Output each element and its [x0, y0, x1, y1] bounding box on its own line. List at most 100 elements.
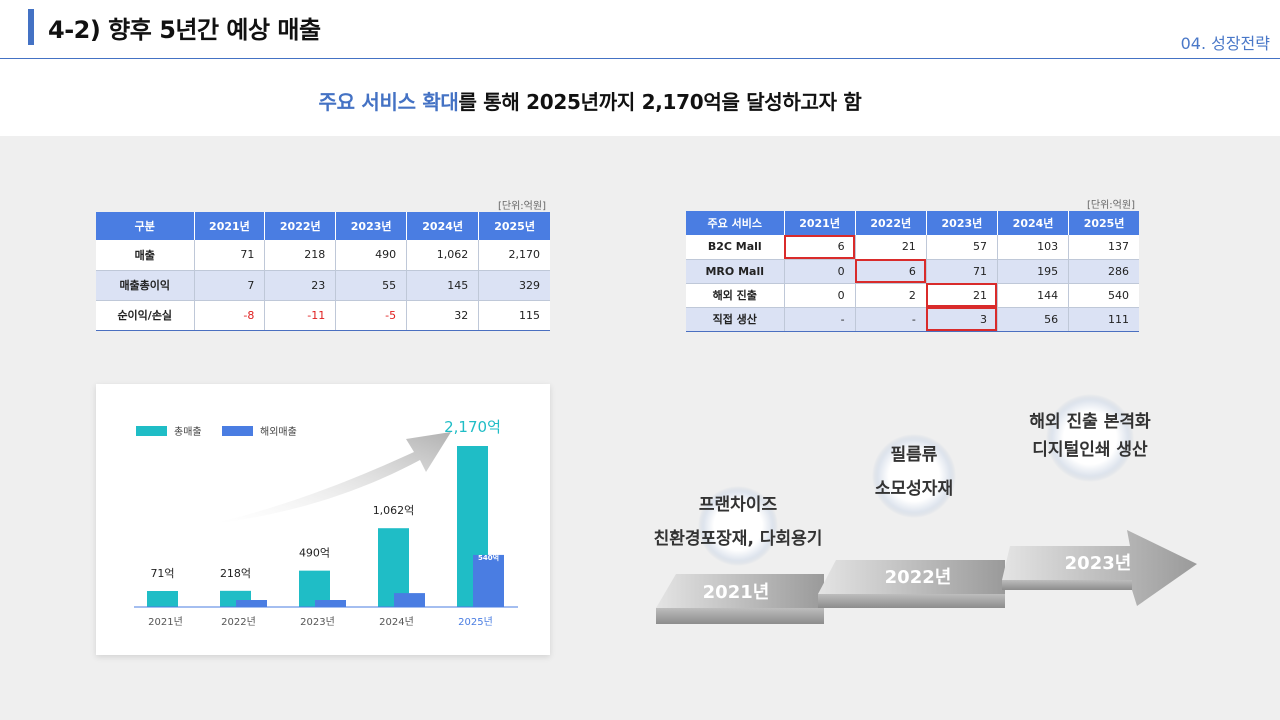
- table-cell: 2: [855, 283, 927, 308]
- overseas-revenue-bar: [236, 600, 267, 607]
- table-cell: 0: [784, 283, 856, 308]
- step-2023-base: [1002, 580, 1132, 590]
- table-cell: 111: [1068, 307, 1139, 332]
- overseas-revenue-bar: [473, 554, 504, 607]
- table-cell: -: [784, 307, 856, 332]
- table-cell: 137: [1068, 235, 1139, 260]
- table-cell: 56: [997, 307, 1070, 332]
- row-label: 매출총이익: [96, 270, 195, 301]
- total-revenue-bar: [147, 591, 178, 607]
- legend-label: 총매출: [174, 426, 202, 438]
- table-cell: 329: [478, 270, 550, 301]
- step-2022-line2: 소모성자재: [874, 479, 954, 499]
- table-cell: 6: [784, 235, 856, 260]
- table-cell: 0: [784, 259, 856, 284]
- column-header: 2024년: [997, 211, 1070, 235]
- revenue-table: 구분 2021년 2022년 2023년 2024년 2025년 매출 71 2…: [96, 212, 550, 331]
- step-2021-text: 프랜차이즈 친환경포장재, 다회용기: [648, 488, 828, 556]
- table-cell: -: [855, 307, 927, 332]
- table-cell: 3: [926, 307, 998, 332]
- revenue-chart-card: 총매출 해외매출 71억 2021년 218억 2022년 490억 2023년 1,062억…: [96, 384, 550, 655]
- headline: 주요 서비스 확대를 통해 2025년까지 2,170억을 달성하고자 함: [0, 86, 1180, 115]
- table-cell: 2,170: [478, 240, 550, 271]
- table-header-row: 구분 2021년 2022년 2023년 2024년 2025년: [96, 212, 550, 240]
- row-label: 직접 생산: [686, 307, 785, 332]
- bubble-2022: [872, 434, 956, 518]
- data-label: 218억: [220, 567, 251, 580]
- legend-swatch: [222, 426, 253, 436]
- chart-legend: 총매출 해외매출: [136, 425, 297, 438]
- row-label: B2C Mall: [686, 235, 785, 260]
- data-label: 490억: [299, 547, 330, 560]
- table-cell: 32: [406, 300, 480, 331]
- legend-label: 해외매출: [260, 425, 297, 438]
- table-cell: 115: [478, 300, 550, 331]
- x-tick-label: 2021년: [148, 616, 183, 628]
- data-label: 1,062억: [373, 504, 415, 517]
- column-header: 2025년: [478, 212, 550, 240]
- column-header: 2022년: [855, 211, 927, 235]
- column-header: 2023년: [335, 212, 408, 240]
- growth-arrow-icon: [211, 432, 451, 524]
- step-2023-text: 해외 진출 본격화 디지털인쇄 생산: [1000, 408, 1180, 464]
- table-cell: 195: [997, 259, 1070, 284]
- data-label: 2,170억: [444, 418, 501, 436]
- table-cell: 144: [997, 283, 1070, 308]
- column-header: 주요 서비스: [686, 211, 785, 235]
- table-row: 순이익/손실 -8 -11 -5 32 115: [96, 300, 550, 331]
- table-cell: -11: [264, 300, 337, 331]
- growth-timeline: 2021년 2022년 2023년 프랜차이즈 친환경포장재, 다회용기 필름류…: [640, 380, 1220, 660]
- table1-unit: [단위:억원]: [498, 201, 546, 212]
- step-2021-line1: 프랜차이즈: [698, 495, 778, 515]
- table-cell: 23: [264, 270, 337, 301]
- legend-swatch: [136, 426, 167, 436]
- table-cell: 145: [406, 270, 480, 301]
- header: 4-2) 향후 5년간 예상 매출 04. 성장전략 주요 서비스 확대를 통해…: [0, 0, 1280, 136]
- table-row: 직접 생산 - - 3 56 111: [686, 307, 1139, 332]
- table-cell: 7: [194, 270, 266, 301]
- table-cell: 540: [1068, 283, 1139, 308]
- step-2022: [818, 560, 1005, 594]
- year-2021-label: 2021년: [703, 582, 770, 603]
- table-cell: 218: [264, 240, 337, 271]
- table-cell: 57: [926, 235, 998, 260]
- table-row: B2C Mall 6 21 57 103 137: [686, 235, 1139, 260]
- timeline-arrows: 2021년 2022년 2023년: [656, 394, 1197, 624]
- table-cell: -8: [194, 300, 266, 331]
- row-label: 매출: [96, 240, 195, 271]
- table-cell: 55: [335, 270, 408, 301]
- x-tick-label: 2025년: [458, 616, 493, 628]
- bubble-2023: [1046, 394, 1134, 482]
- column-header: 2023년: [926, 211, 998, 235]
- step-2021: [656, 574, 824, 608]
- headline-highlight: 주요 서비스 확대: [318, 90, 459, 114]
- section-label: 04. 성장전략: [1180, 34, 1270, 53]
- chart-bars: 71억 2021년 218억 2022년 490억 2023년 1,062억 2024년 2,1…: [147, 418, 504, 628]
- step-2022-base: [818, 594, 1005, 608]
- table-cell: -5: [335, 300, 408, 331]
- data-label: 71억: [150, 567, 174, 580]
- table-cell: 103: [997, 235, 1070, 260]
- table-cell: 71: [926, 259, 998, 284]
- table-cell: 21: [926, 283, 998, 308]
- table-cell: 71: [194, 240, 266, 271]
- header-divider: [0, 58, 1280, 59]
- page-title: 4-2) 향후 5년간 예상 매출: [48, 16, 321, 44]
- title-accent-bar: [28, 9, 34, 45]
- x-tick-label: 2022년: [221, 616, 256, 628]
- table-cell: 21: [855, 235, 927, 260]
- table-row: MRO Mall 0 6 71 195 286: [686, 259, 1139, 284]
- step-2023-line1: 해외 진출 본격화: [1029, 412, 1151, 432]
- column-header: 2021년: [194, 212, 266, 240]
- revenue-chart: 총매출 해외매출 71억 2021년 218억 2022년 490억 2023년 1,062억…: [134, 418, 518, 628]
- overseas-data-label: 540억: [478, 553, 499, 562]
- year-2023-label: 2023년: [1065, 553, 1132, 574]
- table-row: 해외 진출 0 2 21 144 540: [686, 283, 1139, 308]
- row-label: 해외 진출: [686, 283, 785, 308]
- overseas-revenue-bar: [394, 593, 425, 607]
- table-cell: 1,062: [406, 240, 480, 271]
- step-2022-text: 필름류 소모성자재: [824, 438, 1004, 506]
- step-2021-base: [656, 608, 824, 624]
- table-row: 매출 71 218 490 1,062 2,170: [96, 240, 550, 271]
- service-table: 주요 서비스 2021년 2022년 2023년 2024년 2025년 B2C…: [686, 211, 1139, 332]
